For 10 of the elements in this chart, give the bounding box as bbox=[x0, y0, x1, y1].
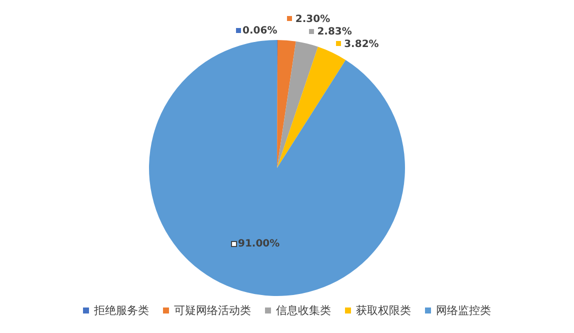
data-label: 2.83% bbox=[317, 26, 352, 38]
data-label: 3.82% bbox=[344, 38, 379, 50]
data-label: 91.00% bbox=[238, 238, 280, 250]
legend-label: 信息收集类 bbox=[276, 304, 331, 317]
data-label: 2.30% bbox=[295, 14, 330, 25]
legend-label: 获取权限类 bbox=[356, 304, 411, 317]
legend-label: 可疑网络活动类 bbox=[174, 304, 251, 317]
data-label: 0.06% bbox=[242, 26, 278, 36]
legend-label: 网络监控类 bbox=[436, 304, 491, 317]
legend-label: 拒绝服务类 bbox=[93, 304, 149, 317]
